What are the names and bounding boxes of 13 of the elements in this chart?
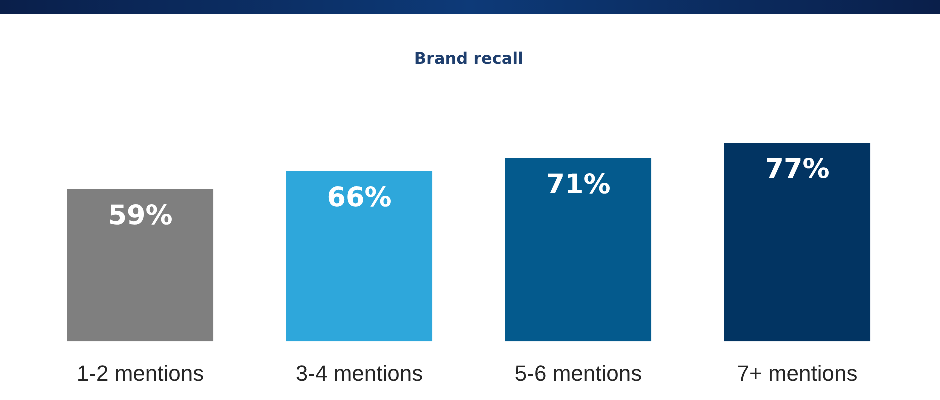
- bar: [67, 189, 214, 342]
- bar: [724, 142, 871, 342]
- x-tick-label: 7+ mentions: [737, 360, 858, 386]
- chart-title: Brand recall: [414, 48, 524, 68]
- data-label: 71%: [546, 169, 611, 200]
- data-label: 77%: [765, 154, 830, 185]
- x-tick-label: 3-4 mentions: [296, 360, 424, 386]
- bar: [505, 158, 652, 342]
- x-tick-label: 1-2 mentions: [76, 360, 204, 386]
- x-tick-label: 5-6 mentions: [514, 360, 642, 386]
- data-label: 59%: [108, 200, 173, 232]
- bar: [286, 171, 433, 342]
- data-label: 66%: [327, 182, 392, 214]
